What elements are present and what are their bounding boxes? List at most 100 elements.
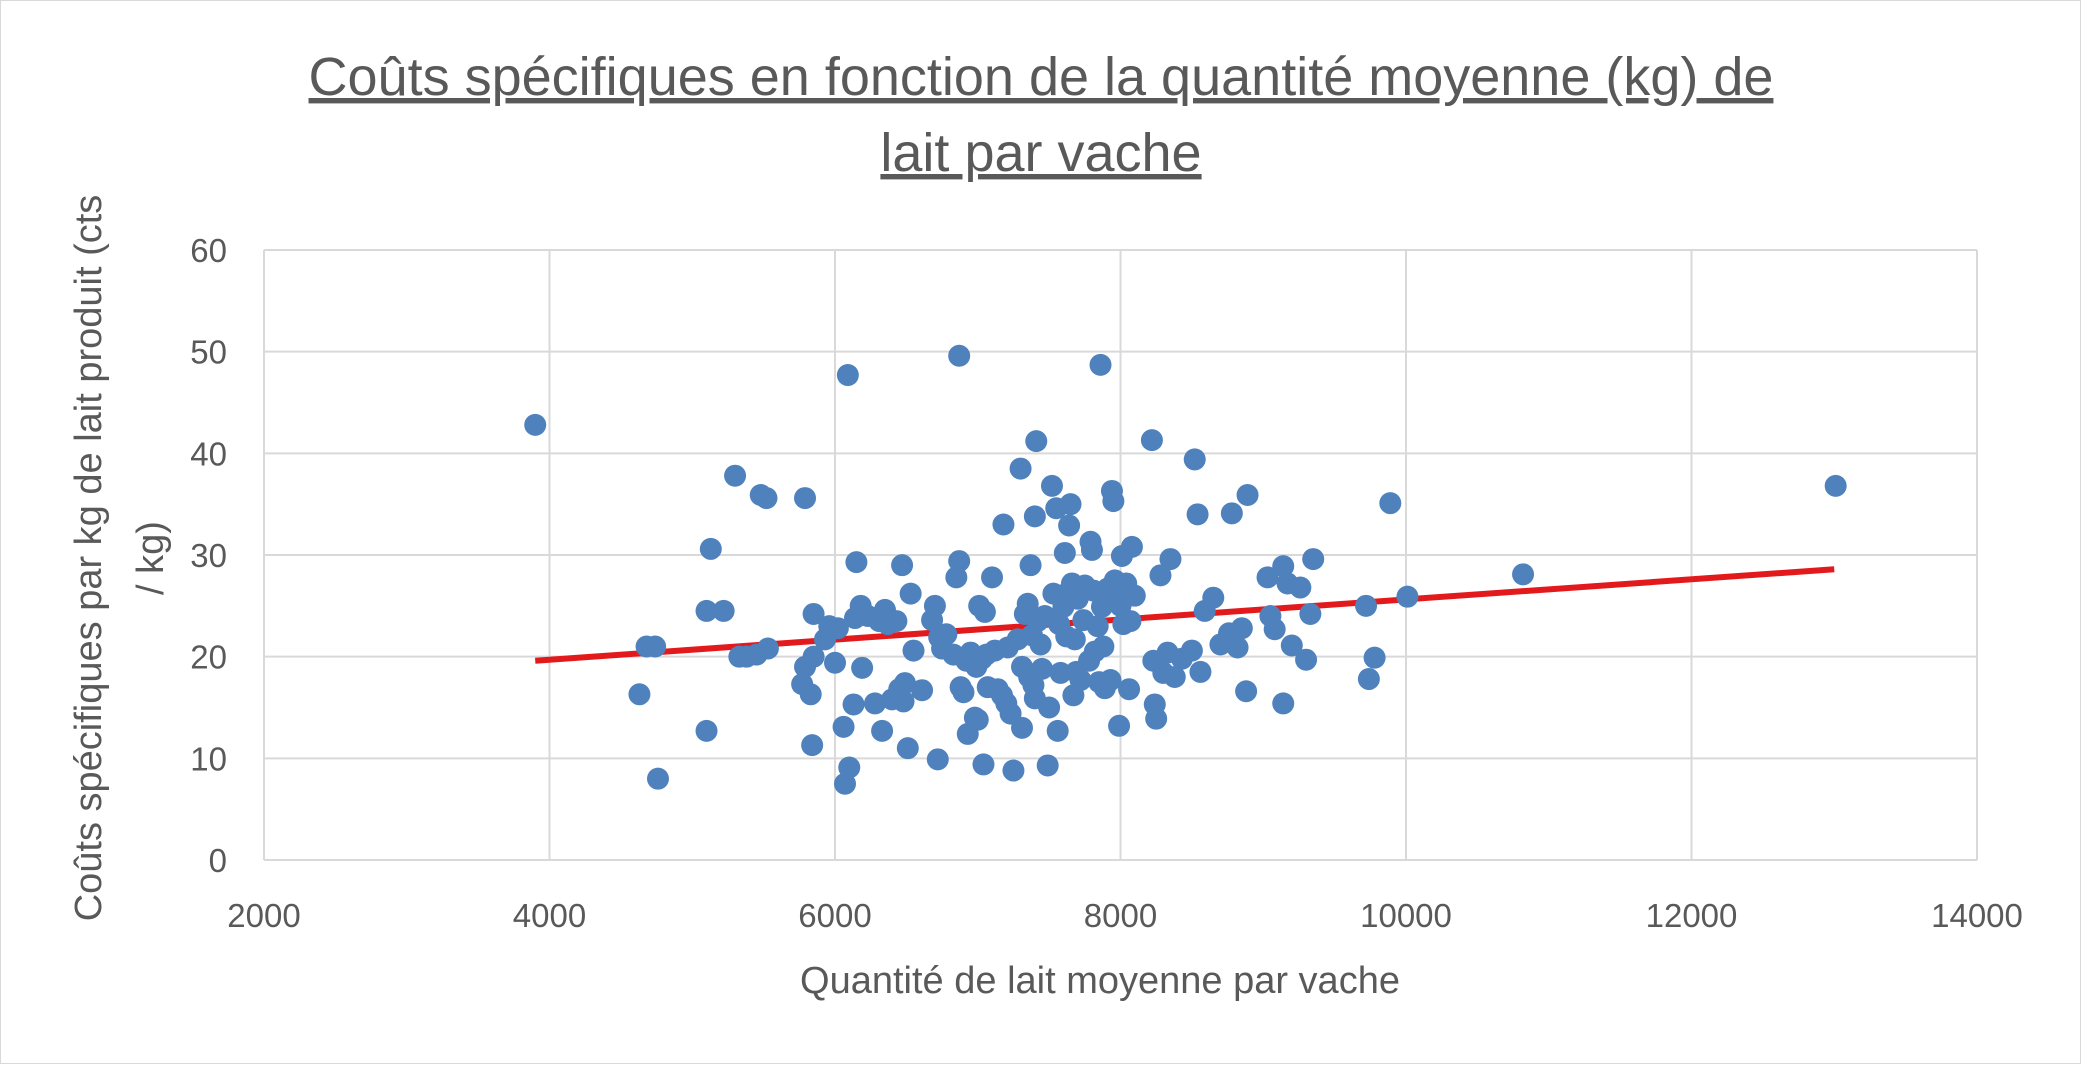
data-point [1302, 548, 1325, 571]
data-point [1049, 661, 1072, 684]
data-point [1202, 586, 1225, 609]
data-point [1220, 502, 1243, 525]
data-point [981, 566, 1004, 589]
data-point [1016, 592, 1039, 615]
data-point [755, 487, 778, 510]
data-point [966, 708, 989, 731]
data-point [992, 513, 1015, 536]
data-point [1002, 759, 1025, 782]
data-point [1263, 618, 1286, 641]
y-tick-label: 30 [190, 537, 227, 574]
data-point [1029, 633, 1052, 656]
y-axis-title-line-1: Coûts spécifiques par kg de lait produit… [68, 195, 110, 922]
data-point [973, 600, 996, 623]
data-point [1120, 535, 1143, 558]
data-point [1069, 669, 1092, 692]
data-point [1059, 493, 1082, 516]
data-point [1099, 669, 1122, 692]
data-point [1236, 484, 1259, 507]
data-point [1036, 754, 1059, 777]
data-point [1149, 564, 1172, 587]
data-point [863, 692, 886, 715]
y-tick-label: 50 [190, 334, 227, 371]
data-point [824, 651, 846, 674]
data-point [1256, 566, 1279, 589]
data-point [899, 582, 922, 605]
data-point [1180, 639, 1203, 662]
data-point [1019, 554, 1042, 577]
data-point [1189, 660, 1212, 683]
data-point [756, 637, 779, 660]
data-point [1159, 548, 1182, 571]
data-point [1145, 707, 1168, 730]
data-point [1038, 696, 1061, 719]
data-point [802, 645, 825, 668]
y-tick-label: 20 [190, 639, 227, 676]
data-point [1040, 474, 1063, 497]
data-points [524, 344, 1847, 795]
data-point [926, 748, 949, 771]
data-point [1080, 538, 1103, 561]
data-point [896, 737, 919, 760]
y-axis-title-line-2: / kg) [130, 521, 172, 595]
data-point [799, 683, 822, 706]
data-point [1009, 457, 1032, 480]
data-point [948, 344, 971, 367]
data-point [1512, 563, 1535, 586]
chart-title-line-2: lait par vache [880, 123, 1201, 183]
data-point [1108, 714, 1131, 737]
data-point [902, 639, 925, 662]
x-tick-label: 10000 [1360, 897, 1452, 934]
chart-title-line-1: Coûts spécifiques en fonction de la quan… [309, 47, 1774, 107]
data-point [1089, 353, 1112, 376]
data-point [1046, 719, 1069, 742]
data-point [802, 602, 825, 625]
data-point [724, 464, 747, 487]
data-point [948, 550, 971, 573]
data-point [1140, 429, 1163, 452]
x-tick-label: 4000 [513, 897, 586, 934]
data-point [712, 599, 735, 622]
y-tick-label: 10 [190, 740, 227, 777]
data-point [871, 719, 894, 742]
data-point [1272, 692, 1295, 715]
data-point [1090, 595, 1113, 618]
data-point [891, 554, 914, 577]
data-point [1053, 541, 1076, 564]
data-point [1119, 610, 1142, 633]
y-axis-title: Coûts spécifiques par kg de lait produit… [68, 195, 172, 922]
data-point [1092, 635, 1115, 658]
data-point [1355, 594, 1378, 617]
data-point [801, 734, 824, 757]
data-point [1230, 617, 1253, 640]
data-point [524, 413, 547, 436]
data-point [1123, 584, 1146, 607]
data-point [1186, 503, 1209, 526]
data-point [699, 537, 722, 560]
data-point [1025, 430, 1048, 453]
data-point [952, 681, 975, 704]
data-point [1102, 490, 1125, 513]
tick-labels: 2000 4000 6000 8000 10000 12000 14000 0 10 20 30 40… [190, 232, 2023, 934]
data-point [1030, 657, 1053, 680]
data-point [794, 487, 817, 510]
data-point [1299, 602, 1322, 625]
y-tick-label: 0 [209, 842, 227, 879]
data-point [1163, 666, 1186, 688]
data-point [842, 693, 865, 716]
data-point [1023, 505, 1046, 528]
x-tick-label: 2000 [227, 897, 300, 934]
data-point [628, 683, 651, 706]
data-point [923, 594, 946, 617]
data-point [1379, 492, 1402, 515]
data-point [911, 679, 934, 702]
data-point [646, 767, 669, 790]
data-point [838, 756, 861, 779]
data-point [1295, 648, 1318, 671]
data-point [885, 610, 908, 633]
x-tick-label: 12000 [1646, 897, 1738, 934]
data-point [1272, 555, 1295, 578]
data-point [851, 656, 874, 679]
data-point [695, 719, 718, 742]
